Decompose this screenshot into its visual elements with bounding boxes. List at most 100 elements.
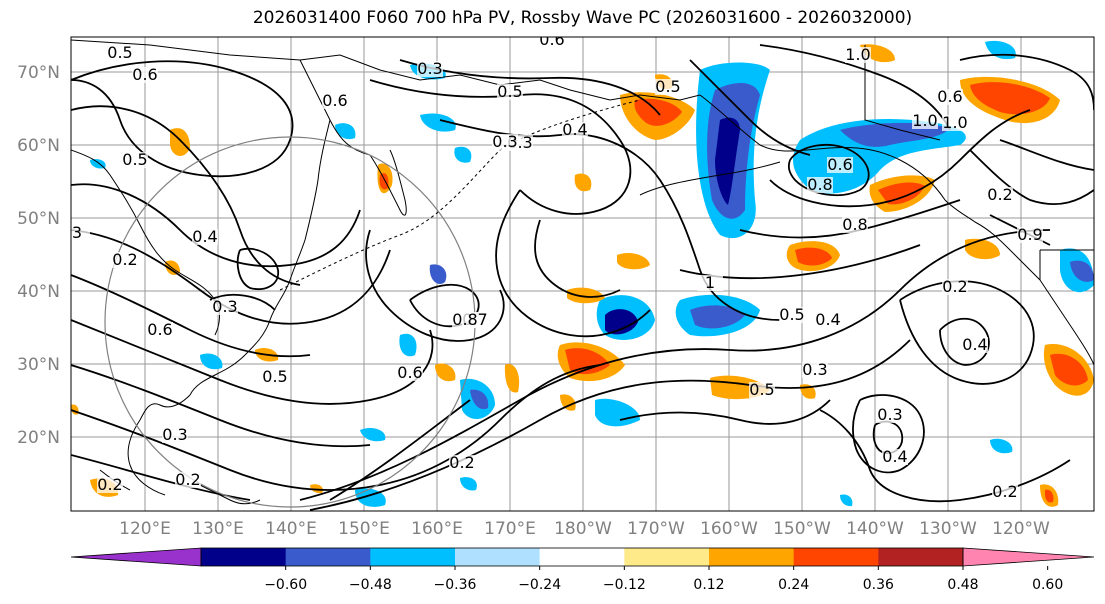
contour-label-bg (877, 407, 903, 423)
contour-label-bg (449, 455, 475, 471)
contour-label-bg (912, 113, 938, 129)
colorbar-tick-label: −0.24 (518, 577, 561, 593)
contour-label: 0.5 (779, 305, 804, 324)
contour-label-bg (842, 217, 868, 233)
lon-label-170e: 170°E (484, 519, 536, 539)
contour-label: 0.2 (992, 482, 1017, 501)
lat-label-50: 50°N (17, 209, 60, 229)
contour-label-bg (212, 299, 238, 315)
contour-label: 0.5 (655, 77, 680, 96)
longitude-labels: 120°E 130°E 140°E 150°E 160°E 170°E 180°… (119, 519, 1050, 539)
contour-label: 0.3 (417, 59, 442, 78)
contour-label: 0.6 (132, 65, 157, 84)
lon-label-160w: 160°W (700, 519, 758, 539)
lat-label-60: 60°N (17, 136, 60, 156)
contour-label: 0.2 (942, 277, 967, 296)
contour-label: 0.3 (492, 132, 517, 151)
colorbar-tick-label: 0.24 (778, 577, 809, 593)
lat-label-20: 20°N (17, 428, 60, 448)
colorbar-tick-label: −0.60 (264, 577, 307, 593)
lat-label-70: 70°N (17, 63, 60, 83)
lon-label-150e: 150°E (338, 519, 390, 539)
contour-label-bg (262, 369, 288, 385)
contour-label: 0.8 (452, 310, 477, 329)
pv-contours (71, 44, 1094, 511)
colorbar-tick-label: 0.12 (693, 577, 724, 593)
colorbar-tick-label: 0.36 (863, 577, 894, 593)
colorbar-segment (285, 548, 371, 566)
contour-label: 0.6 (937, 87, 962, 106)
contour-label: 0.6 (827, 155, 852, 174)
contour-label-bg (749, 382, 775, 398)
contour-label-bg (539, 37, 565, 48)
contour-label-bg (97, 477, 123, 493)
contour-label-bg (697, 275, 723, 291)
contour-label-bg (417, 61, 443, 77)
contour-label-bg (987, 187, 1013, 203)
contour-label-bg (122, 152, 148, 168)
contour-label-bg (162, 427, 188, 443)
contour-label-bg (655, 79, 681, 95)
dashed-boundary (279, 99, 641, 291)
lon-label-180w: 180°W (554, 519, 612, 539)
contour-label: 0.2 (97, 475, 122, 494)
lon-label-170w: 170°W (627, 519, 685, 539)
contour-label: 0.5 (749, 380, 774, 399)
contour-label-bg (192, 229, 218, 245)
colorbar-tick-label: −0.48 (349, 577, 392, 593)
lon-label-130w: 130°W (919, 519, 977, 539)
colorbar-extend-low (71, 548, 201, 566)
contour-label-bg (492, 134, 518, 150)
contour-label-bg (71, 225, 90, 241)
contour-label: 0.8 (842, 215, 867, 234)
lat-label-30: 30°N (17, 355, 60, 375)
contour-label-bg (942, 279, 968, 295)
contour-label-bg (827, 157, 853, 173)
contour-label: 0.2 (987, 185, 1012, 204)
contour-label-bg (497, 84, 523, 100)
contour-label: 0.3 (877, 405, 902, 424)
contour-label: 0.6 (147, 320, 172, 339)
lon-label-150w: 150°W (773, 519, 831, 539)
lon-label-120w: 120°W (992, 519, 1050, 539)
contour-label-bg (1017, 227, 1043, 243)
contour-label-bg (845, 47, 871, 63)
lon-label-140w: 140°W (846, 519, 904, 539)
colorbar-tick-label: −0.12 (603, 577, 646, 593)
contour-label-bg (779, 307, 805, 323)
colorbar-tick-label: 0.60 (1032, 577, 1063, 593)
contour-label: 0.5 (262, 367, 287, 386)
colorbar-tick-label: −0.36 (434, 577, 477, 593)
contour-label: 0.2 (112, 250, 137, 269)
contour-label-bg (992, 484, 1018, 500)
colorbar-segment (370, 548, 456, 566)
colorbar-extend-high (963, 548, 1094, 566)
contour-label: 0.5 (497, 82, 522, 101)
contour-label: 0.4 (962, 335, 987, 354)
contour-label-bg (942, 115, 968, 131)
colorbar: −0.60 −0.48 −0.36 −0.24 −0.12 0.12 0.24 0.36 0.4… (70, 547, 1095, 593)
lon-label-140e: 140°E (265, 519, 317, 539)
colorbar-tick-label: 0.48 (947, 577, 978, 593)
colorbar-segment (201, 548, 287, 566)
colorbar-segment (878, 548, 964, 566)
contour-label: 1 (705, 273, 715, 292)
colorbar-segment (539, 548, 625, 566)
contour-label: 1.0 (912, 111, 937, 130)
map-frame (70, 36, 1095, 512)
contour-label: 3 (72, 223, 82, 242)
contour-label-bg (937, 89, 963, 105)
colorbar-segment (624, 548, 710, 566)
contour-label: 0.2 (449, 453, 474, 472)
contour-label-bg (147, 322, 173, 338)
contour-label: 0.3 (212, 297, 237, 316)
colorbar-outline-right (962, 547, 1095, 567)
contour-label: 0.6 (539, 30, 564, 49)
contour-label-bg (322, 93, 348, 109)
contour-label-bg (452, 312, 478, 328)
contour-label: 0.6 (322, 91, 347, 110)
contour-label-bg (112, 252, 138, 268)
contour-label: 0.8 (807, 175, 832, 194)
contour-label-bg (397, 365, 423, 381)
